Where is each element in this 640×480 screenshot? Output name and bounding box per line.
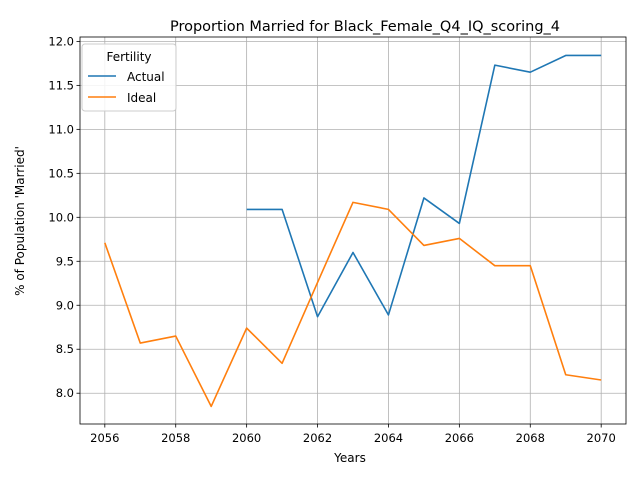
y-tick-label: 9.0 xyxy=(56,298,74,312)
series-line-actual xyxy=(246,54,602,318)
x-tick-label: 2056 xyxy=(90,431,119,445)
legend-label-ideal: Ideal xyxy=(127,91,156,105)
y-tick-label: 9.5 xyxy=(56,254,74,268)
x-axis-label: Years xyxy=(333,451,366,465)
x-tick-label: 2068 xyxy=(516,431,545,445)
x-tick-label: 2060 xyxy=(232,431,261,445)
legend-title: Fertility xyxy=(106,50,151,64)
plot-area-frame xyxy=(79,36,627,425)
series-line-ideal xyxy=(104,201,602,408)
series-lines xyxy=(104,54,602,408)
y-tick-label: 8.5 xyxy=(56,342,74,356)
x-tick-label: 2070 xyxy=(587,431,616,445)
x-tick-label: 2062 xyxy=(303,431,332,445)
legend-label-actual: Actual xyxy=(127,70,165,84)
y-axis-label: % of Population 'Married' xyxy=(13,146,27,296)
y-tick-label: 11.5 xyxy=(48,78,74,92)
y-tick-label: 12.0 xyxy=(48,34,74,48)
x-tick-label: 2064 xyxy=(374,431,403,445)
chart-title: Proportion Married for Black_Female_Q4_I… xyxy=(170,19,560,35)
axis-ticks: 2056 2058 2060 2062 2064 2066 2068 2070 8.0 8.5 9.… xyxy=(48,34,615,445)
x-tick-label: 2066 xyxy=(445,431,474,445)
legend-box xyxy=(81,43,177,112)
legend: Fertility Actual Ideal xyxy=(81,43,177,112)
y-tick-label: 11.0 xyxy=(48,122,74,136)
y-tick-label: 10.5 xyxy=(48,166,74,180)
y-tick-label: 10.0 xyxy=(48,210,74,224)
y-tick-label: 8.0 xyxy=(56,386,74,400)
x-tick-label: 2058 xyxy=(161,431,190,445)
grid xyxy=(80,37,626,424)
